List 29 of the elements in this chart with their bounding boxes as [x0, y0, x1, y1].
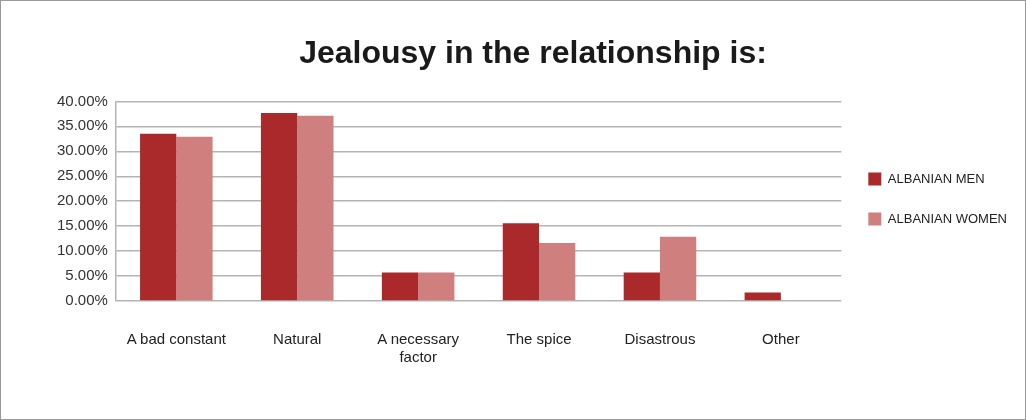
bar [260, 112, 298, 301]
x-tick-label: Disastrous [624, 330, 696, 348]
y-tick-label: 15.00% [57, 216, 108, 234]
x-tick-label: Other [762, 330, 800, 348]
y-tick-label: 30.00% [57, 141, 108, 159]
y-tick-label: 5.00% [65, 266, 108, 284]
legend-label: ALBANIAN MEN [887, 170, 985, 186]
bar [176, 136, 213, 301]
x-tick-label: A bad constant [126, 330, 227, 348]
x-tick-label: Natural [273, 330, 322, 348]
chart-title: Jealousy in the relationship is: [299, 34, 767, 71]
bar [297, 115, 334, 301]
legend-label: ALBANIAN WOMEN [887, 210, 1007, 226]
x-tick-label: The spice [506, 330, 572, 348]
y-tick-label: 20.00% [57, 191, 108, 209]
bar [418, 272, 455, 301]
x-tick-label: A necessary factor [377, 330, 460, 366]
y-tick-label: 35.00% [57, 116, 108, 134]
y-tick-label: 10.00% [57, 241, 108, 259]
bar [140, 133, 177, 301]
bar [539, 243, 576, 301]
bar [381, 272, 419, 301]
bar [502, 223, 540, 301]
y-tick-label: 0.00% [65, 291, 108, 309]
y-tick-label: 40.00% [57, 91, 108, 109]
bar [623, 272, 660, 301]
bar [744, 292, 781, 301]
bar [659, 236, 697, 301]
y-tick-label: 25.00% [57, 166, 108, 184]
